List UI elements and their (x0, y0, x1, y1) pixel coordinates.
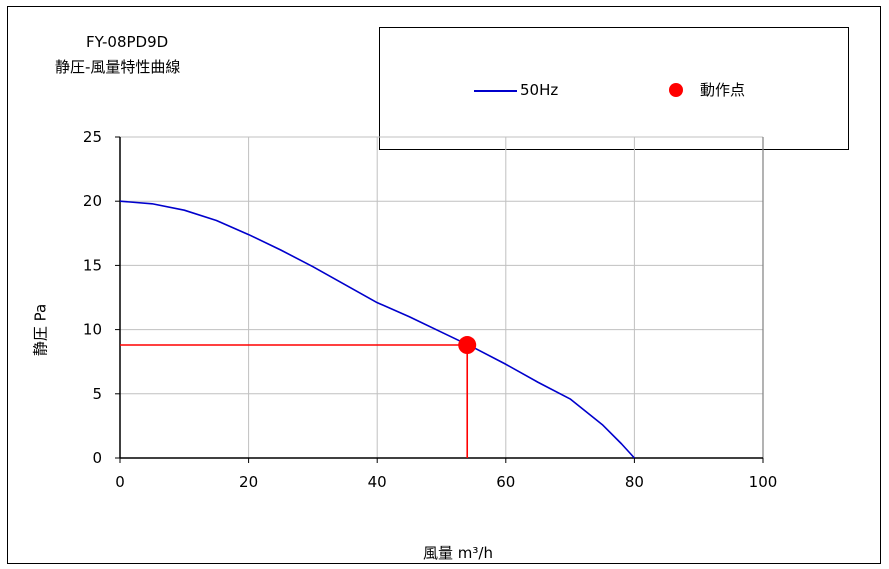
y-tick-label: 5 (92, 385, 102, 403)
x-tick-label: 40 (368, 473, 387, 491)
y-tick-label: 10 (83, 321, 102, 339)
x-tick-label: 80 (625, 473, 644, 491)
y-tick-label: 15 (83, 256, 102, 274)
legend-label-operating-point: 動作点 (700, 81, 746, 99)
y-tick-label: 20 (83, 192, 102, 210)
x-tick-label: 100 (749, 473, 778, 491)
x-axis-label: 風量 m³/h (423, 544, 493, 562)
chart-title: FY-08PD9D (86, 33, 169, 51)
chart-subtitle: 静圧-風量特性曲線 (55, 58, 181, 76)
operating-point-marker (458, 336, 477, 355)
y-axis-label: 静圧 Pa (31, 303, 50, 357)
x-tick-label: 60 (496, 473, 515, 491)
series-line-50hz (119, 200, 635, 459)
legend-label-50hz: 50Hz (520, 81, 559, 99)
y-tick-label: 25 (83, 128, 102, 146)
x-tick-label: 0 (115, 473, 125, 491)
legend: 50Hz 動作点 (379, 27, 849, 150)
legend-marker-operating-point (669, 83, 683, 97)
legend-line-50hz (474, 90, 517, 92)
x-tick-label: 20 (239, 473, 258, 491)
y-tick-label: 0 (92, 449, 102, 467)
